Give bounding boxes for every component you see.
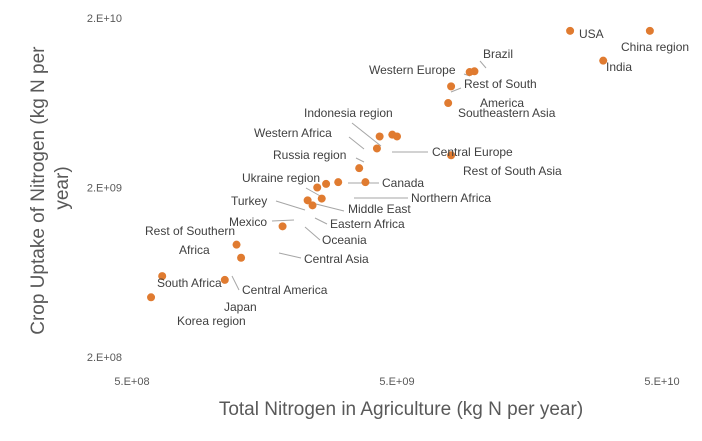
data-point (220, 275, 229, 284)
point-label: USA (579, 27, 604, 41)
y-tick-label: 2.E+09 (87, 183, 122, 195)
leader-line (450, 87, 462, 93)
leader-line (278, 252, 302, 259)
data-point (372, 144, 381, 153)
leader-line (351, 122, 382, 147)
data-point (645, 26, 654, 35)
point-label: Mexico (229, 215, 267, 229)
data-point (447, 151, 456, 160)
point-label-line: Rest of Southern (145, 224, 235, 238)
data-point (147, 293, 156, 302)
point-label: China region (621, 40, 689, 54)
point-label: Southeastern Asia (458, 106, 556, 120)
point-label: Northern Africa (411, 191, 491, 205)
point-label-line: America (480, 96, 524, 110)
leader-line (275, 200, 306, 211)
data-point (313, 183, 322, 192)
point-label: Rest of South America (464, 77, 537, 110)
leader-line (314, 217, 328, 225)
y-axis-title: Crop Uptake of Nitrogen (kg N per year) (28, 41, 73, 335)
y-axis-ticks: 2.E+10 2.E+09 2.E+08 (87, 13, 122, 364)
point-label: Brazil (483, 47, 513, 61)
data-point (322, 179, 331, 188)
y-tick-label: 2.E+08 (87, 352, 122, 364)
data-points (147, 26, 654, 302)
point-labels: USA China region India Brazil Western Europe… (145, 27, 689, 328)
point-label: Western Europe (369, 63, 456, 77)
data-point (566, 26, 575, 35)
leader-line (304, 226, 321, 241)
point-label: Middle East (348, 202, 411, 216)
data-point (393, 132, 401, 141)
leader-line (271, 219, 295, 222)
x-axis-ticks: 5.E+08 5.E+09 5.E+10 (114, 376, 679, 388)
point-label: Eastern Africa (330, 217, 405, 231)
point-label-line: Africa (179, 243, 210, 257)
point-label: Rest of Southern Africa (145, 224, 235, 257)
data-point (444, 99, 453, 108)
x-tick-label: 5.E+09 (379, 376, 414, 388)
point-label: Central Europe (432, 145, 513, 159)
point-label: India (606, 60, 632, 74)
data-point (303, 196, 312, 205)
leader-lines (231, 60, 487, 291)
data-point (317, 194, 326, 203)
point-label: Oceania (322, 233, 367, 247)
point-label: Canada (382, 176, 424, 190)
data-point (308, 201, 317, 210)
point-label: Korea region (177, 314, 246, 328)
data-point (355, 164, 364, 173)
y-axis-title-line-2: year) (52, 166, 73, 209)
data-point (278, 222, 287, 231)
point-label: Japan (224, 300, 257, 314)
point-label: Turkey (231, 194, 267, 208)
y-tick-label: 2.E+10 (87, 13, 122, 25)
point-label: South Africa (157, 276, 222, 290)
data-point (599, 56, 608, 65)
x-tick-label: 5.E+08 (114, 376, 149, 388)
leader-line (348, 136, 365, 150)
data-point (447, 82, 456, 91)
point-label: Ukraine region (242, 171, 320, 185)
point-label: Rest of South Asia (463, 164, 562, 178)
data-point (361, 178, 370, 187)
point-label-line: Rest of South (464, 77, 537, 91)
data-point (334, 178, 343, 187)
point-label: Central Asia (304, 252, 369, 266)
data-point (158, 272, 167, 281)
data-point (237, 253, 246, 262)
data-point (232, 240, 241, 249)
point-label: Central America (242, 283, 328, 297)
leader-line (479, 60, 487, 69)
leader-line (355, 157, 365, 163)
data-point (375, 132, 384, 141)
point-label: Western Africa (254, 126, 332, 140)
leader-line (231, 275, 240, 291)
point-label: Indonesia region (304, 106, 393, 120)
leader-line (315, 203, 345, 212)
x-axis-title: Total Nitrogen in Agriculture (kg N per … (219, 399, 583, 420)
data-point (465, 68, 474, 77)
y-axis-title-line-1: Crop Uptake of Nitrogen (kg N per (28, 46, 49, 335)
x-tick-label: 5.E+10 (644, 376, 679, 388)
point-label: Russia region (273, 148, 346, 162)
